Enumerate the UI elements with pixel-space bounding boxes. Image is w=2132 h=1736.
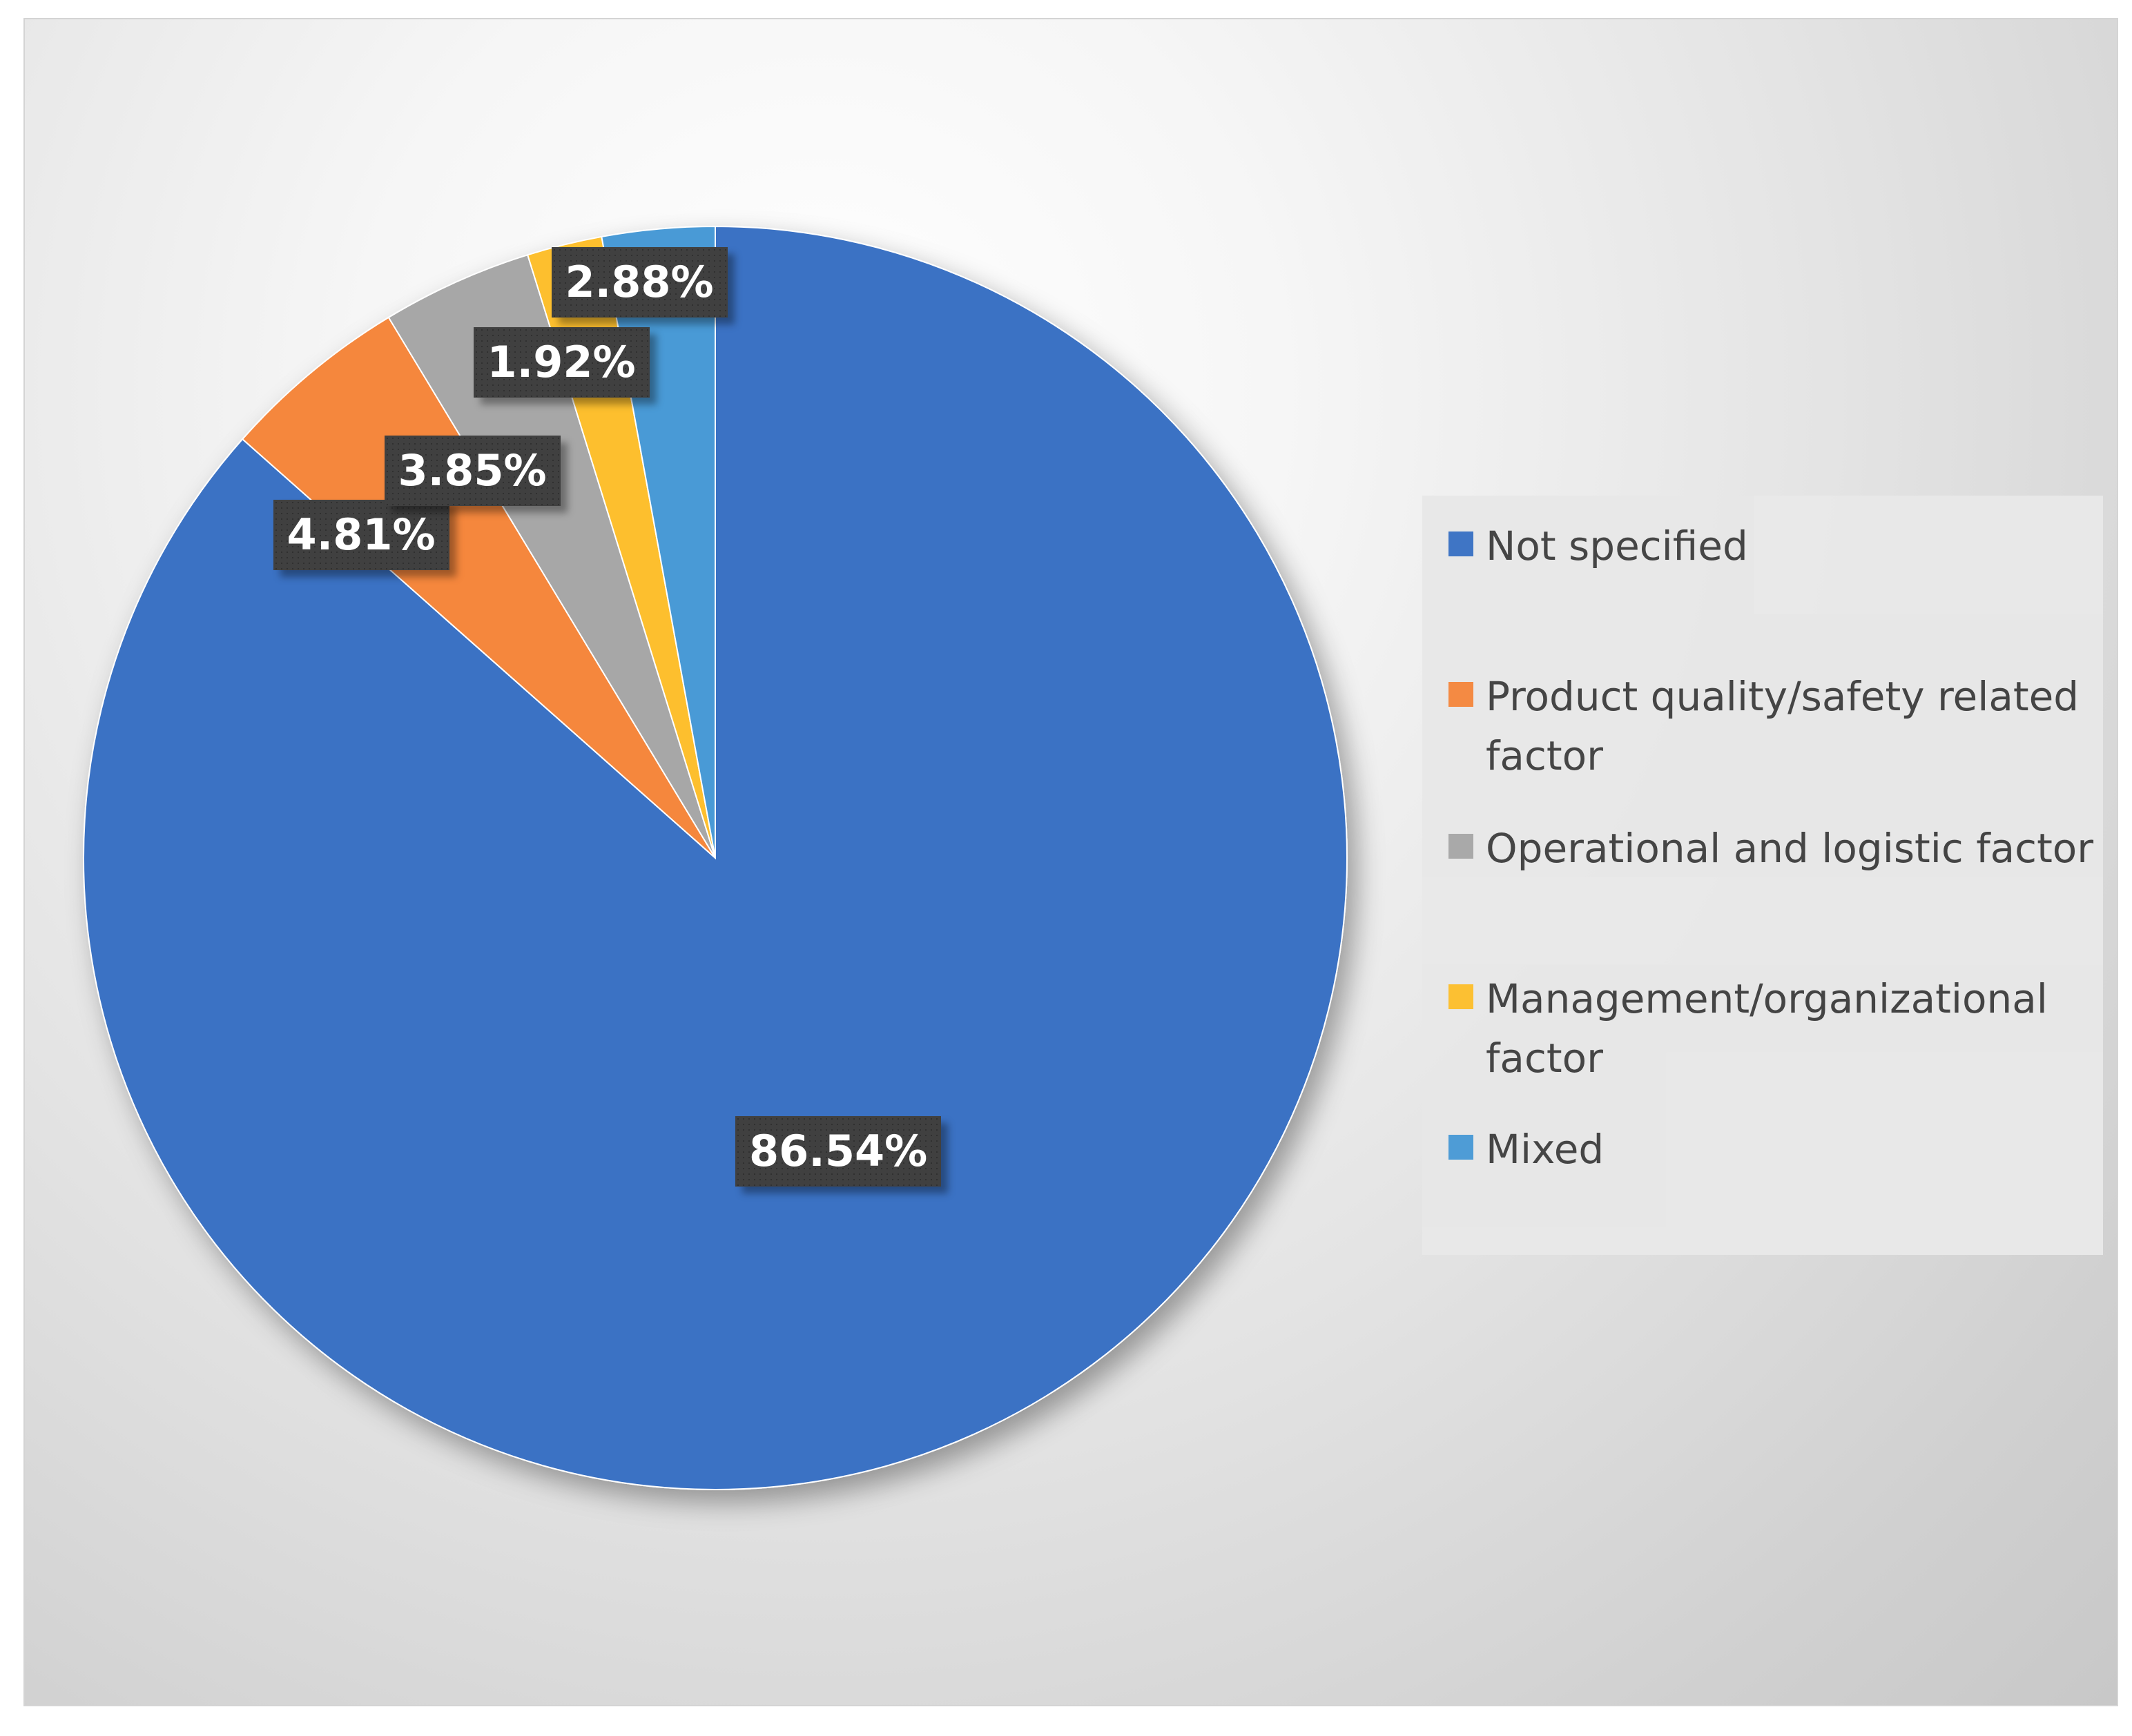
- legend-label: Mixed: [1486, 1126, 1605, 1173]
- legend-swatch: [1448, 682, 1473, 707]
- data-label-not-specified: 86.54%: [735, 1116, 942, 1187]
- data-label-management-organizational-factor: 1.92%: [473, 327, 650, 398]
- data-label-product-quality-safety-related-factor: 4.81%: [273, 500, 449, 570]
- legend-swatch: [1448, 984, 1473, 1009]
- legend-item-not-specified: Not specified: [1448, 516, 2107, 576]
- data-label-mixed: 2.88%: [551, 247, 728, 318]
- legend-item-operational: Operational and logistic factor: [1448, 819, 2107, 878]
- legend: Not specified Product quality/safety rel…: [1422, 496, 2103, 1255]
- legend-swatch: [1448, 531, 1473, 556]
- legend-item-mixed: Mixed: [1448, 1120, 2107, 1179]
- legend-label: Operational and logistic factor: [1486, 825, 2094, 872]
- legend-label: Not specified: [1486, 523, 1748, 569]
- legend-label: Product quality/safety related factor: [1486, 673, 2080, 779]
- legend-item-management: Management/organizational factor: [1448, 969, 2107, 1088]
- data-label-operational-and-logistic-factor: 3.85%: [384, 436, 561, 506]
- pie-slice-operational-and-logistic-factor: [387, 254, 716, 859]
- legend-label: Management/organizational factor: [1486, 975, 2048, 1082]
- pie-chart: [83, 225, 1348, 1490]
- legend-item-product-quality: Product quality/safety related factor: [1448, 667, 2107, 786]
- chart-area: 86.54% 4.81% 3.85% 1.92% 2.88% Not specified…: [23, 18, 2118, 1706]
- legend-swatch: [1448, 1135, 1473, 1160]
- pie-slice-product-quality-safety-related-factor: [241, 316, 716, 859]
- legend-swatch: [1448, 834, 1473, 859]
